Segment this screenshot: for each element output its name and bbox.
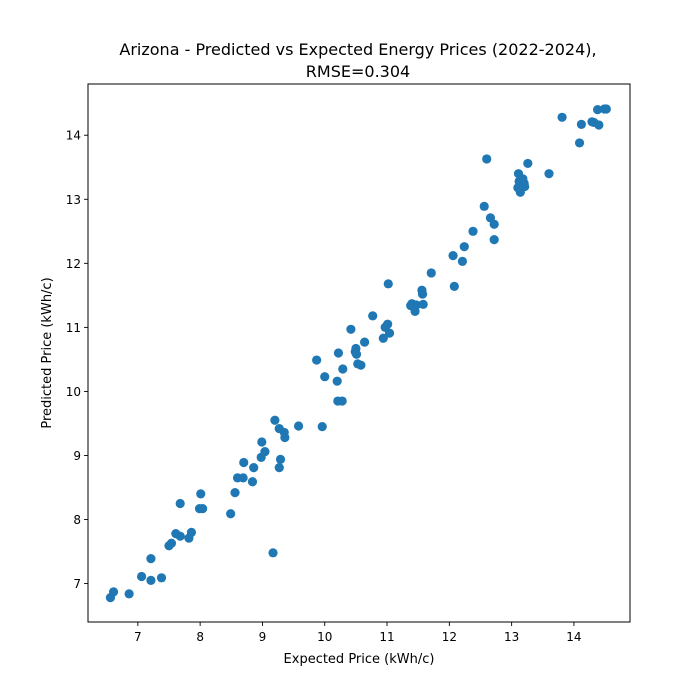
data-point bbox=[196, 489, 206, 499]
data-point bbox=[360, 337, 370, 347]
x-tick-label: 9 bbox=[259, 630, 267, 644]
data-point bbox=[449, 281, 459, 291]
data-point bbox=[468, 226, 478, 236]
data-point bbox=[346, 324, 356, 334]
data-point bbox=[448, 251, 458, 261]
x-tick-label: 10 bbox=[317, 630, 332, 644]
data-point bbox=[198, 504, 208, 514]
data-point bbox=[175, 498, 185, 509]
data-point bbox=[576, 119, 587, 129]
data-point bbox=[108, 587, 119, 597]
data-point bbox=[280, 432, 290, 443]
data-point bbox=[166, 538, 177, 548]
data-point bbox=[293, 421, 304, 431]
data-point bbox=[333, 348, 344, 358]
data-point bbox=[247, 477, 258, 487]
data-point bbox=[356, 360, 366, 370]
x-tick-label: 7 bbox=[134, 630, 142, 644]
data-point bbox=[459, 242, 469, 252]
y-axis-label: Predicted Price (kWh/c) bbox=[40, 277, 55, 428]
data-point bbox=[239, 457, 249, 468]
data-point bbox=[338, 364, 348, 374]
data-point bbox=[275, 454, 286, 464]
data-point bbox=[544, 169, 554, 179]
data-point bbox=[230, 488, 240, 498]
data-point bbox=[593, 105, 603, 115]
data-point bbox=[368, 311, 378, 321]
y-tick-label: 11 bbox=[66, 321, 81, 335]
data-point bbox=[520, 181, 530, 192]
data-point bbox=[257, 437, 267, 447]
data-point bbox=[268, 548, 278, 558]
x-tick-label: 13 bbox=[504, 630, 519, 644]
data-point bbox=[186, 527, 197, 537]
data-point bbox=[351, 349, 362, 359]
data-point bbox=[312, 355, 322, 365]
plot-frame bbox=[87, 83, 631, 623]
y-tick-label: 10 bbox=[66, 385, 81, 399]
data-point bbox=[411, 300, 421, 310]
data-point bbox=[332, 376, 342, 386]
data-point bbox=[260, 447, 270, 457]
data-point bbox=[383, 279, 393, 289]
data-point bbox=[238, 473, 248, 483]
y-tick-label: 7 bbox=[73, 577, 81, 591]
data-point bbox=[146, 575, 156, 585]
data-point bbox=[274, 463, 284, 473]
data-point bbox=[226, 509, 236, 519]
y-tick-label: 12 bbox=[66, 257, 81, 271]
data-point bbox=[270, 415, 280, 425]
data-point bbox=[557, 112, 567, 122]
data-point bbox=[523, 158, 533, 169]
x-tick-label: 11 bbox=[379, 630, 394, 644]
data-point bbox=[482, 154, 492, 164]
data-point bbox=[317, 422, 327, 432]
y-axis-ticks: 7 8 9 10 11 12 13 14 bbox=[66, 129, 88, 591]
data-point bbox=[136, 571, 147, 582]
data-point bbox=[337, 396, 347, 406]
x-tick-label: 12 bbox=[442, 630, 457, 644]
data-point bbox=[426, 268, 436, 278]
data-point bbox=[156, 573, 167, 583]
data-point bbox=[489, 235, 499, 245]
data-point bbox=[457, 256, 468, 267]
data-point bbox=[384, 328, 395, 338]
data-point bbox=[574, 138, 585, 148]
data-point bbox=[489, 219, 499, 229]
y-tick-label: 13 bbox=[66, 193, 81, 207]
chart-title: Arizona - Predicted vs Expected Energy P… bbox=[119, 40, 596, 59]
data-point bbox=[418, 299, 428, 309]
x-tick-label: 14 bbox=[566, 630, 581, 644]
y-tick-label: 9 bbox=[73, 449, 81, 463]
data-point bbox=[378, 333, 388, 343]
data-point bbox=[146, 553, 156, 564]
chart-subtitle: RMSE=0.304 bbox=[306, 62, 410, 81]
x-tick-label: 8 bbox=[196, 630, 204, 644]
data-point bbox=[594, 120, 604, 130]
data-point bbox=[417, 289, 428, 299]
data-point bbox=[124, 589, 134, 599]
points-layer bbox=[105, 104, 611, 603]
x-axis-ticks: 7 8 9 10 11 12 13 14 bbox=[134, 622, 582, 644]
data-point bbox=[601, 104, 611, 114]
data-point bbox=[479, 201, 489, 211]
data-point bbox=[249, 463, 259, 473]
x-axis-label: Expected Price (kWh/c) bbox=[284, 652, 435, 667]
data-point bbox=[320, 372, 330, 382]
data-point bbox=[383, 319, 393, 329]
y-tick-label: 14 bbox=[66, 129, 81, 143]
data-point bbox=[175, 531, 185, 541]
y-tick-label: 8 bbox=[73, 513, 81, 527]
